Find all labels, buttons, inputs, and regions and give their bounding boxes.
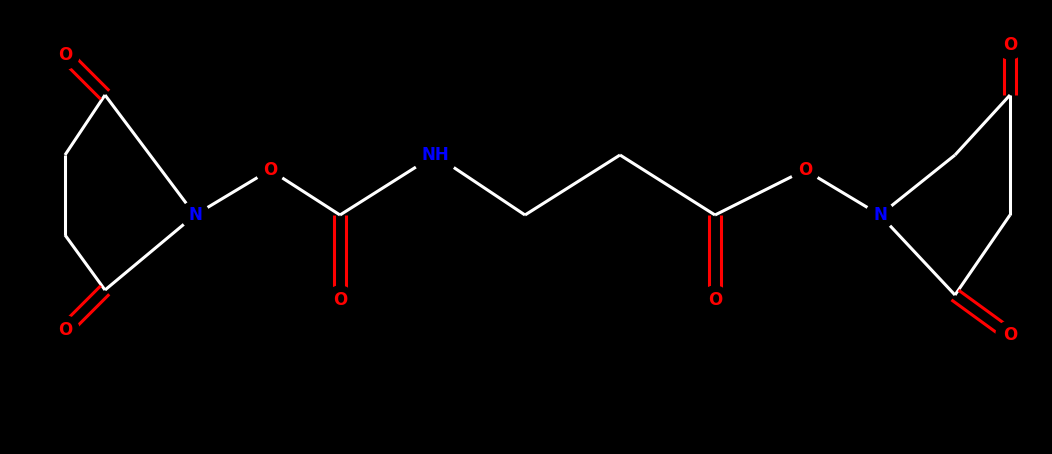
Circle shape bbox=[326, 286, 355, 314]
Circle shape bbox=[50, 316, 79, 344]
Circle shape bbox=[413, 133, 457, 177]
Text: O: O bbox=[58, 321, 73, 339]
Circle shape bbox=[256, 156, 284, 184]
Circle shape bbox=[50, 41, 79, 69]
Circle shape bbox=[996, 321, 1024, 349]
Text: O: O bbox=[1003, 36, 1017, 54]
Text: N: N bbox=[873, 206, 887, 224]
Text: O: O bbox=[332, 291, 347, 309]
Circle shape bbox=[791, 156, 820, 184]
Text: O: O bbox=[1003, 326, 1017, 344]
Circle shape bbox=[701, 286, 729, 314]
Circle shape bbox=[181, 201, 209, 229]
Text: O: O bbox=[797, 161, 812, 179]
Text: O: O bbox=[708, 291, 722, 309]
Circle shape bbox=[996, 31, 1024, 59]
Text: O: O bbox=[58, 46, 73, 64]
Text: O: O bbox=[263, 161, 277, 179]
Text: N: N bbox=[188, 206, 202, 224]
Text: NH: NH bbox=[421, 146, 449, 164]
Circle shape bbox=[866, 201, 894, 229]
